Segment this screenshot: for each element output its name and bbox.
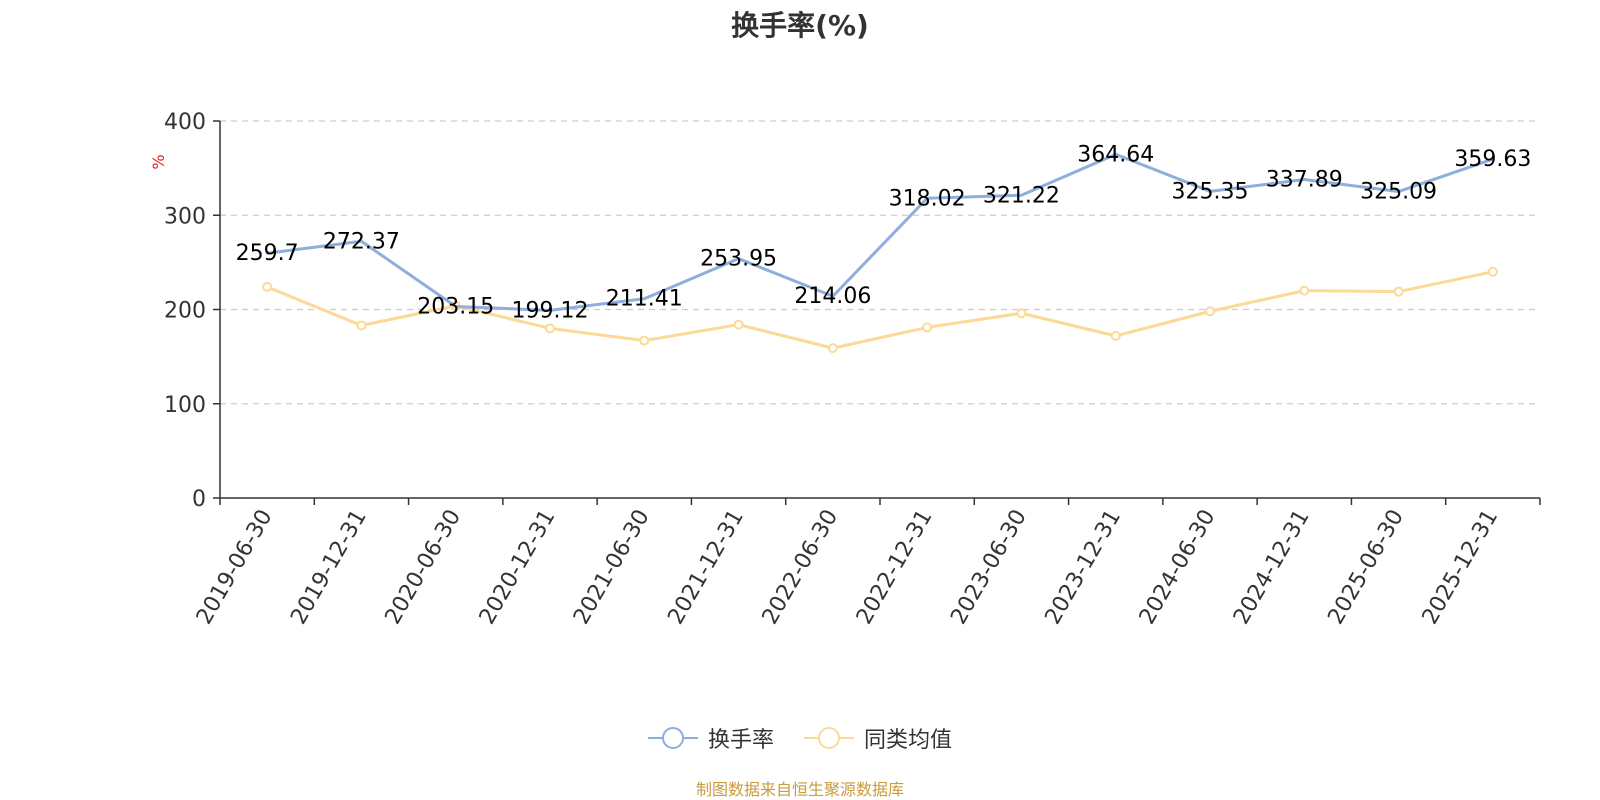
x-tick-label: 2025-06-30 xyxy=(1323,506,1409,629)
data-label-turnover: 203.15 xyxy=(417,295,494,320)
data-label-turnover: 272.37 xyxy=(323,229,400,254)
data-label-turnover: 318.02 xyxy=(889,186,966,211)
series xyxy=(262,152,1498,354)
x-tick-label: 2024-06-30 xyxy=(1135,506,1221,629)
y-tick-label: 100 xyxy=(164,393,206,418)
y-tick-label: 200 xyxy=(164,299,206,324)
legend-label-turnover: 换手率 xyxy=(707,728,774,753)
point-peer-average xyxy=(922,322,933,333)
x-tick-label: 2022-06-30 xyxy=(758,506,844,629)
series-line-peer-average xyxy=(265,270,1495,350)
x-tick-label: 2019-06-30 xyxy=(192,506,278,629)
data-label-turnover: 214.06 xyxy=(794,284,871,309)
point-peer-average xyxy=(356,320,367,331)
point-peer-average xyxy=(1110,330,1121,341)
data-label-turnover: 259.7 xyxy=(236,241,299,266)
series-line-turnover xyxy=(265,152,1495,312)
x-tick-label: 2023-12-31 xyxy=(1041,506,1127,629)
point-peer-average xyxy=(827,343,838,354)
y-axis-label: % xyxy=(149,154,168,169)
x-tick-label: 2019-12-31 xyxy=(286,506,372,629)
legend-marker-peer-average xyxy=(804,727,854,749)
point-peer-average xyxy=(733,319,744,330)
x-tick-label: 2025-12-31 xyxy=(1418,506,1504,629)
y-tick-label: 400 xyxy=(164,110,206,135)
data-label-turnover: 364.64 xyxy=(1077,142,1154,167)
x-tick-label: 2021-12-31 xyxy=(663,506,749,629)
legend-item-turnover[interactable]: 换手率 xyxy=(647,722,774,754)
x-tick-label: 2020-06-30 xyxy=(381,506,467,629)
legend-label-peer-average: 同类均值 xyxy=(864,728,953,753)
point-peer-average xyxy=(545,323,555,334)
data-label-turnover: 199.12 xyxy=(512,298,589,323)
point-peer-average xyxy=(1299,285,1310,296)
x-tick-label: 2020-12-31 xyxy=(475,506,561,629)
y-tick-label: 0 xyxy=(192,487,206,512)
point-peer-average xyxy=(1016,308,1027,319)
x-tick-label: 2024-12-31 xyxy=(1229,506,1315,629)
data-label-turnover: 321.22 xyxy=(983,183,1060,208)
grid-lines xyxy=(220,120,1540,405)
x-tick-label: 2023-06-30 xyxy=(946,506,1032,629)
data-label-turnover: 211.41 xyxy=(606,287,683,312)
source-note: 制图数据来自恒生聚源数据库 xyxy=(695,780,904,799)
x-tick-label: 2021-06-30 xyxy=(569,506,655,629)
chart-title: 换手率(%) xyxy=(731,9,869,42)
legend: 换手率 同类均值 xyxy=(0,722,1600,754)
point-peer-average xyxy=(262,281,273,292)
x-tick-label: 2022-12-31 xyxy=(852,506,938,629)
legend-marker-turnover xyxy=(647,727,698,749)
legend-item-peer-average[interactable]: 同类均值 xyxy=(804,722,952,754)
y-tick-label: 300 xyxy=(164,204,206,229)
data-label-turnover: 325.35 xyxy=(1172,179,1249,204)
data-label-turnover: 359.63 xyxy=(1454,147,1531,172)
point-peer-average xyxy=(1487,266,1498,277)
point-peer-average xyxy=(639,335,650,346)
point-peer-average xyxy=(1205,306,1215,317)
point-peer-average xyxy=(1393,286,1404,297)
data-labels: 259.7 272.37 203.15 199.12 211.41 253.95 214.0… xyxy=(236,142,1532,323)
data-label-turnover: 337.89 xyxy=(1266,168,1343,193)
data-label-turnover: 253.95 xyxy=(700,247,777,272)
data-label-turnover: 325.09 xyxy=(1360,180,1437,205)
